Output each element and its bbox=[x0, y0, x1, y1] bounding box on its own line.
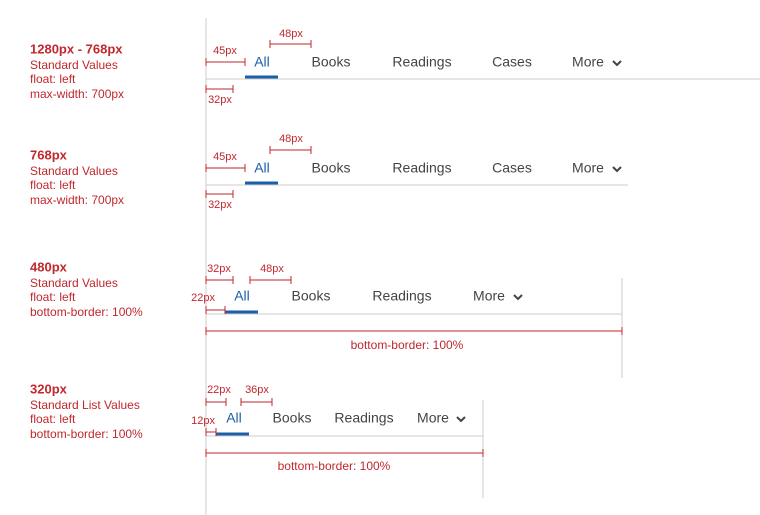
note: bottom-border: 100% bbox=[30, 305, 143, 319]
note: Standard List Values bbox=[30, 398, 140, 412]
note: Standard Values bbox=[30, 276, 118, 290]
note: bottom-border: 100% bbox=[30, 427, 143, 441]
chevron bbox=[612, 166, 622, 173]
bracket bbox=[269, 40, 312, 48]
dimension: 22px bbox=[207, 384, 231, 396]
section: 480px Standard Values float: left bottom… bbox=[30, 259, 623, 378]
tab[interactable]: Books bbox=[312, 160, 351, 176]
note: max-width: 700px bbox=[30, 193, 124, 207]
dimension: 12px bbox=[191, 415, 215, 427]
tab[interactable]: Readings bbox=[372, 288, 431, 304]
dimension: 48px bbox=[279, 28, 303, 40]
dimension: 45px bbox=[213, 45, 237, 57]
tab[interactable]: More bbox=[572, 160, 604, 176]
border-label: bottom-border: 100% bbox=[278, 459, 391, 473]
bracket bbox=[205, 449, 484, 457]
bracket bbox=[205, 428, 217, 436]
dimension: 48px bbox=[260, 263, 284, 275]
section-title: 1280px - 768px bbox=[30, 41, 123, 56]
bracket bbox=[205, 398, 227, 406]
dimension: 22px bbox=[191, 292, 215, 304]
bracket bbox=[205, 306, 226, 314]
dimension: 45px bbox=[213, 151, 237, 163]
chevron bbox=[513, 294, 523, 301]
tab[interactable]: Readings bbox=[392, 54, 451, 70]
border-label: bottom-border: 100% bbox=[351, 338, 464, 352]
section: 320px Standard List Values float: left b… bbox=[30, 381, 484, 498]
tab[interactable]: All bbox=[234, 288, 250, 304]
chevron bbox=[456, 416, 466, 423]
bracket bbox=[205, 190, 234, 198]
bracket bbox=[240, 398, 273, 406]
bracket bbox=[205, 276, 234, 284]
tab[interactable]: Cases bbox=[492, 160, 532, 176]
active-underline bbox=[245, 75, 278, 79]
tab[interactable]: Books bbox=[312, 54, 351, 70]
bracket bbox=[249, 276, 292, 284]
dimension: 32px bbox=[207, 263, 231, 275]
note: float: left bbox=[30, 290, 76, 304]
note: Standard Values bbox=[30, 164, 118, 178]
chevron bbox=[612, 60, 622, 67]
dimension: 48px bbox=[279, 133, 303, 145]
note: max-width: 700px bbox=[30, 87, 124, 101]
bracket bbox=[269, 146, 312, 154]
tab[interactable]: More bbox=[572, 54, 604, 70]
dimension: 36px bbox=[245, 384, 269, 396]
tab[interactable]: Readings bbox=[392, 160, 451, 176]
bracket bbox=[205, 85, 234, 93]
tab[interactable]: More bbox=[473, 288, 505, 304]
bracket bbox=[205, 164, 246, 172]
tab[interactable]: More bbox=[417, 410, 449, 426]
note: float: left bbox=[30, 72, 76, 86]
bracket bbox=[205, 58, 246, 66]
section: 1280px - 768px Standard Values float: le… bbox=[30, 28, 760, 106]
tab[interactable]: Cases bbox=[492, 54, 532, 70]
section: 768px Standard Values float: left max-wi… bbox=[30, 133, 628, 211]
bracket bbox=[205, 327, 623, 335]
dimension: 32px bbox=[208, 199, 232, 211]
note: float: left bbox=[30, 178, 76, 192]
tab[interactable]: All bbox=[254, 54, 270, 70]
tab[interactable]: Books bbox=[273, 410, 312, 426]
tab[interactable]: Readings bbox=[334, 410, 393, 426]
note: float: left bbox=[30, 412, 76, 426]
tab[interactable]: All bbox=[254, 160, 270, 176]
section-title: 320px bbox=[30, 381, 68, 396]
active-underline bbox=[216, 432, 249, 436]
active-underline bbox=[245, 181, 278, 185]
section-title: 768px bbox=[30, 147, 68, 162]
tab[interactable]: Books bbox=[292, 288, 331, 304]
dimension: 32px bbox=[208, 94, 232, 106]
section-title: 480px bbox=[30, 259, 68, 274]
note: Standard Values bbox=[30, 58, 118, 72]
tab[interactable]: All bbox=[226, 410, 242, 426]
active-underline bbox=[225, 310, 258, 314]
